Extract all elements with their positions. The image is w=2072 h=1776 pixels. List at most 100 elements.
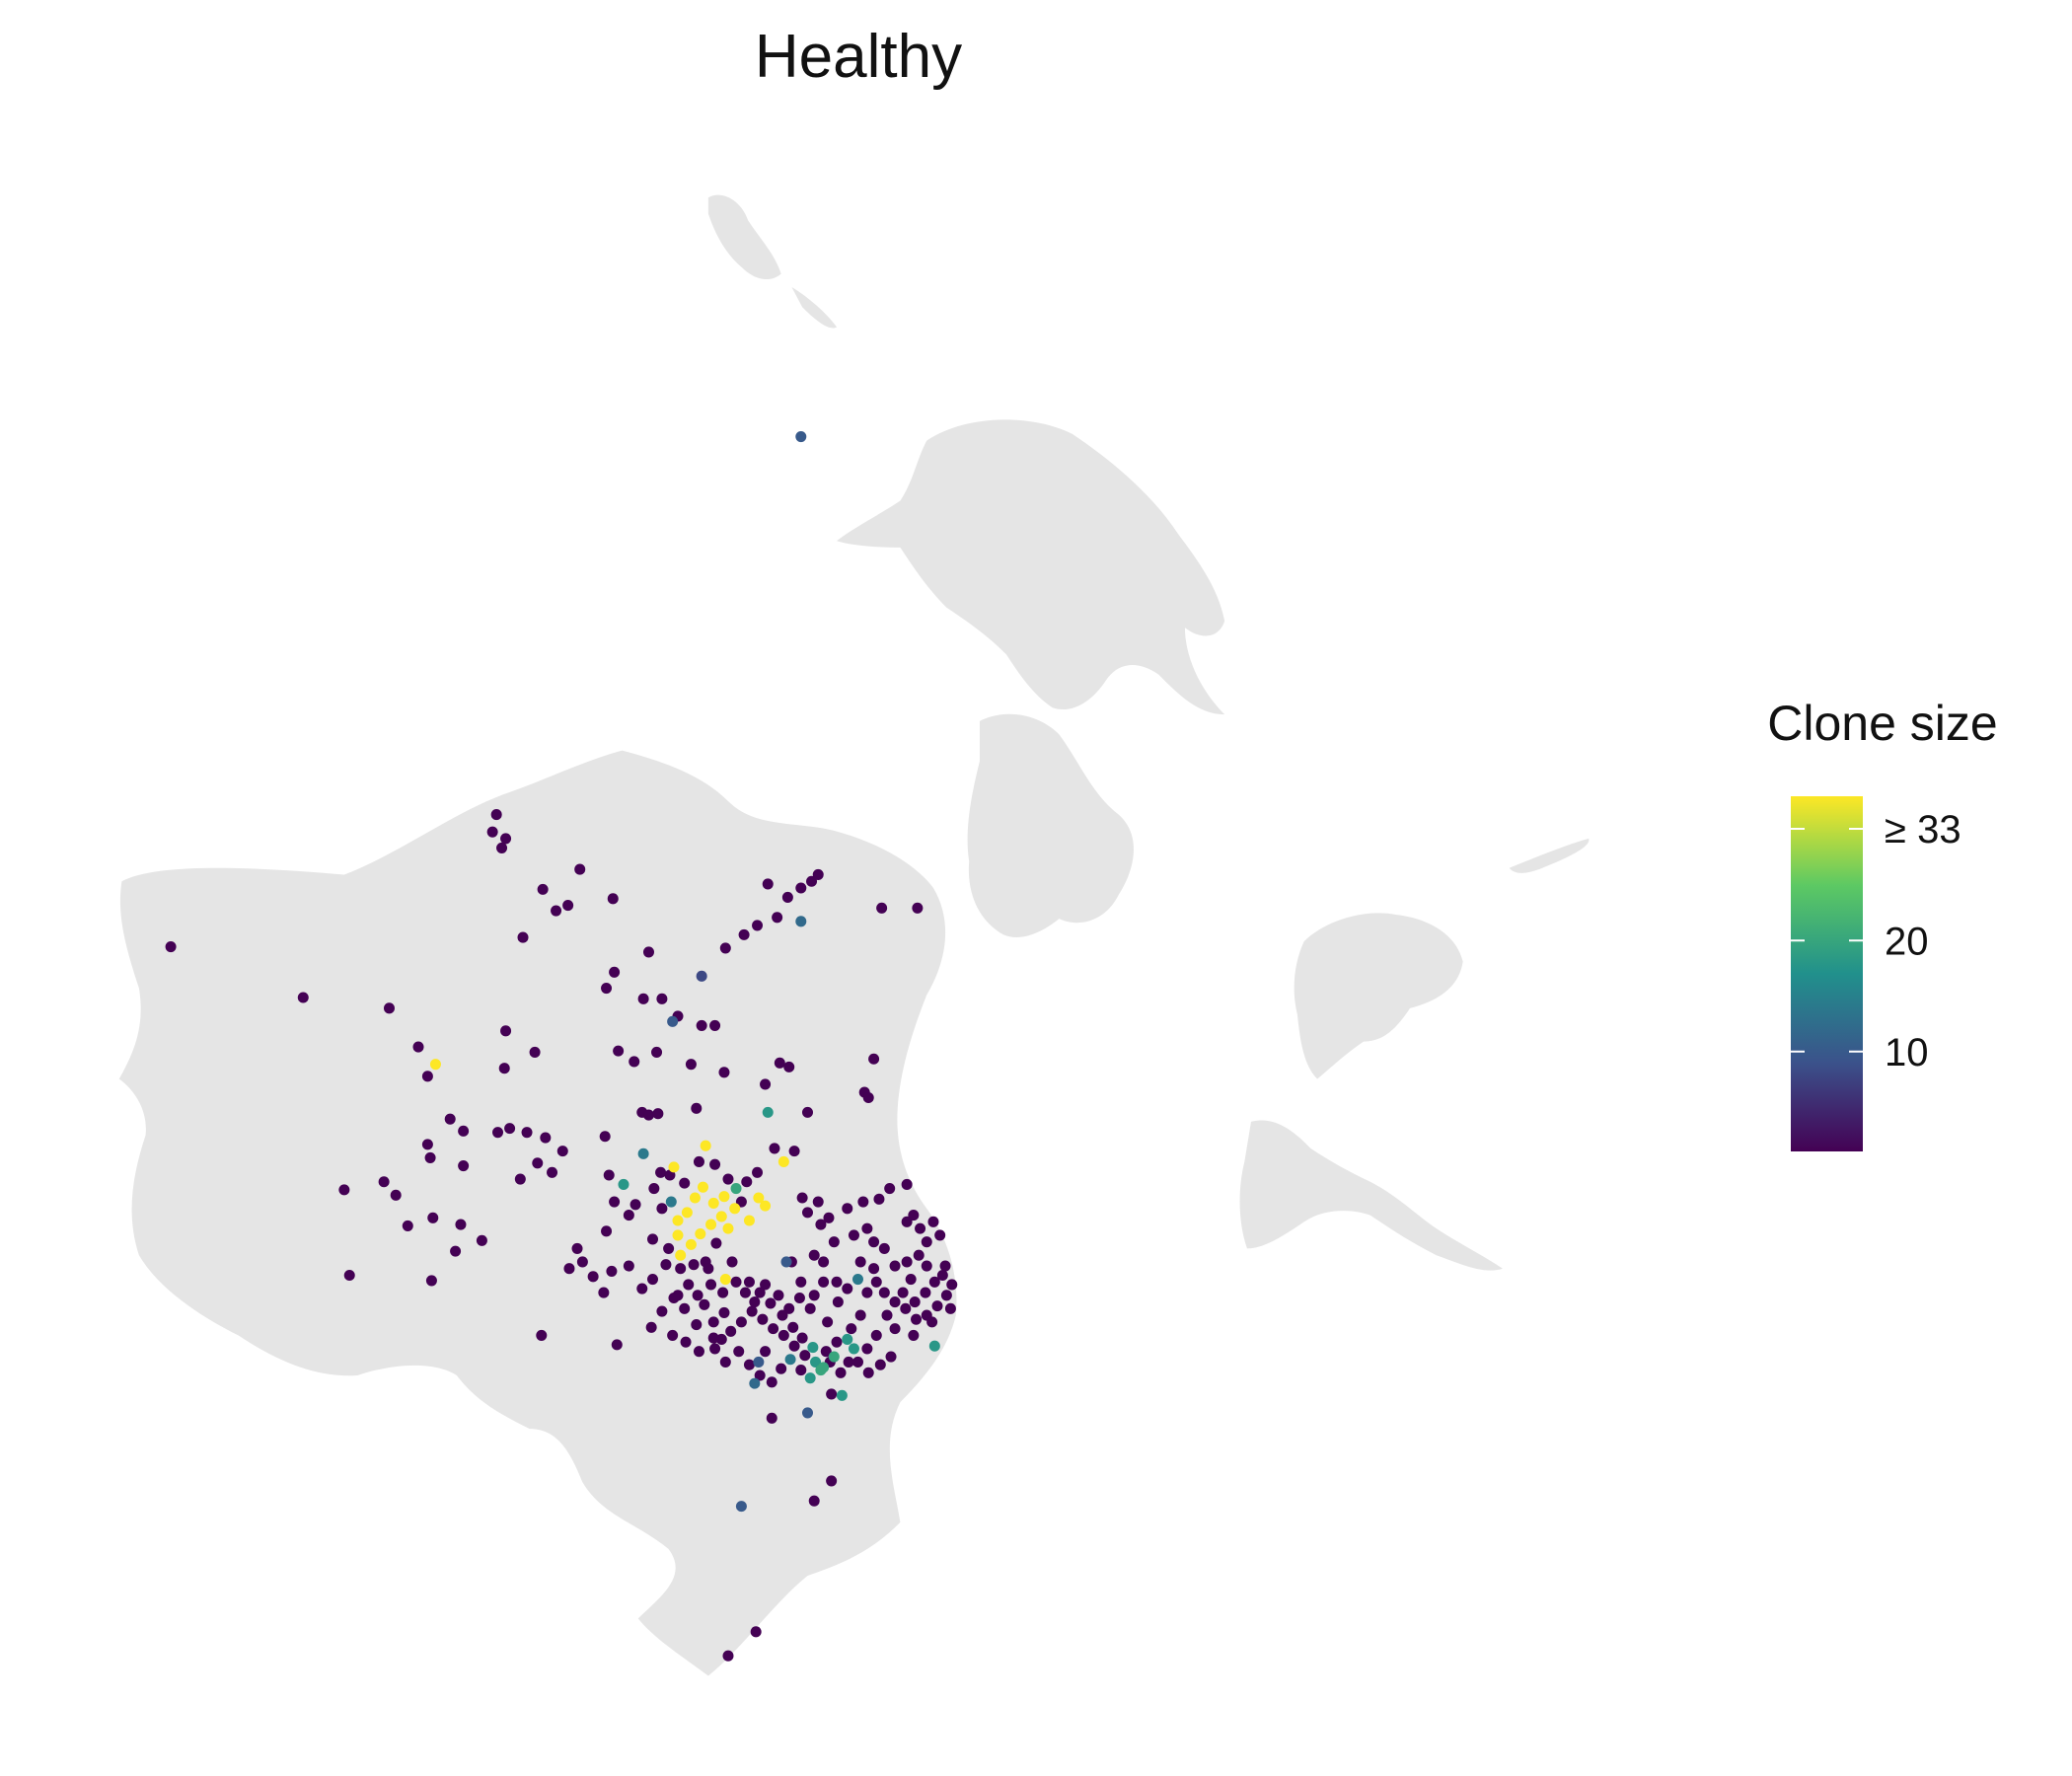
cell-point — [421, 1139, 433, 1150]
cell-point — [848, 1229, 859, 1241]
cell-point — [773, 1290, 784, 1301]
legend-title: Clone size — [1767, 696, 1997, 751]
cell-point — [810, 1356, 822, 1369]
middle-cluster — [967, 713, 1134, 937]
cell-point — [881, 1309, 893, 1321]
cell-point — [812, 1196, 824, 1208]
cell-point — [551, 905, 562, 917]
cell-point — [796, 1332, 808, 1344]
cell-point — [780, 1256, 792, 1268]
cell-point — [675, 1249, 687, 1261]
cell-point — [607, 893, 619, 905]
cell-point — [793, 1292, 805, 1304]
cell-point — [429, 1059, 441, 1071]
cell-point — [717, 1287, 729, 1298]
cell-point — [921, 1236, 932, 1248]
cell-point — [776, 1363, 787, 1374]
cell-point — [857, 1196, 869, 1208]
cell-point — [897, 1287, 909, 1298]
cell-point — [735, 1316, 747, 1328]
cell-point — [768, 1323, 779, 1335]
cell-point — [500, 833, 512, 845]
cell-point — [760, 1078, 772, 1090]
cell-point — [772, 912, 783, 924]
cell-point — [777, 1329, 789, 1341]
cell-point — [876, 902, 888, 914]
cell-point — [574, 863, 586, 875]
cell-point — [787, 1321, 799, 1333]
right-cluster — [1294, 913, 1463, 1079]
cell-point — [297, 992, 309, 1003]
cell-point — [707, 1316, 719, 1328]
highlighted-points — [165, 431, 958, 1662]
cell-point — [804, 1372, 816, 1384]
cell-point — [774, 1057, 785, 1069]
cell-point — [562, 900, 574, 912]
cell-point — [801, 1407, 813, 1419]
cell-point — [944, 1302, 956, 1314]
cell-point — [760, 1346, 772, 1358]
background-cells — [118, 194, 1590, 1676]
cell-point — [901, 1256, 913, 1268]
cell-point — [629, 1199, 641, 1211]
cell-point — [715, 1211, 727, 1222]
cell-point — [854, 1256, 866, 1268]
cell-point — [795, 431, 807, 443]
cell-point — [689, 1192, 701, 1204]
cell-point — [804, 1302, 816, 1314]
cell-point — [769, 1143, 780, 1154]
cell-point — [603, 1169, 615, 1181]
cell-point — [637, 1147, 649, 1159]
cell-point — [861, 1343, 873, 1355]
plot-area — [118, 194, 1590, 1676]
cell-point — [652, 1108, 664, 1120]
cell-point — [795, 1276, 807, 1288]
cell-point — [688, 1259, 700, 1271]
cell-point — [672, 1229, 684, 1241]
cell-point — [884, 1182, 896, 1195]
cell-point — [693, 1346, 704, 1358]
cell-point — [836, 1389, 848, 1401]
cell-point — [846, 1323, 857, 1335]
cell-point — [749, 1377, 761, 1389]
cell-point — [496, 842, 508, 853]
cell-point — [901, 1178, 913, 1191]
cell-point — [647, 1233, 659, 1245]
cell-point — [936, 1269, 948, 1282]
cell-point — [807, 1342, 819, 1354]
cell-point — [540, 1132, 552, 1144]
cell-point — [611, 1339, 623, 1351]
cell-point — [685, 1059, 697, 1071]
cell-point — [862, 1367, 874, 1378]
cell-point — [926, 1316, 938, 1328]
cell-point — [940, 1290, 952, 1301]
cell-point — [818, 1362, 830, 1373]
cell-point — [835, 1367, 847, 1378]
cell-point — [444, 1113, 456, 1125]
cell-point — [390, 1189, 402, 1201]
cell-point — [823, 1212, 835, 1223]
cell-point — [648, 1182, 660, 1195]
cell-point — [878, 1242, 890, 1254]
cell-point — [710, 1237, 722, 1249]
cell-point — [343, 1269, 355, 1282]
cell-point — [709, 1343, 721, 1355]
cell-point — [889, 1296, 901, 1308]
cell-point — [695, 1227, 706, 1240]
cell-point — [828, 1236, 840, 1248]
cell-point — [613, 1045, 625, 1057]
cell-point — [498, 1063, 510, 1074]
cell-point — [378, 1176, 390, 1188]
cell-point — [861, 1287, 873, 1298]
cell-point — [647, 1274, 659, 1286]
cell-point — [812, 868, 824, 881]
cell-point — [623, 1210, 634, 1221]
cell-point — [806, 875, 818, 887]
cell-point — [537, 883, 549, 895]
cell-point — [801, 1106, 813, 1118]
cell-point — [738, 928, 750, 940]
top-stalk-tail — [791, 286, 838, 329]
cell-point — [656, 1305, 668, 1317]
cell-point — [609, 1196, 621, 1208]
cell-point — [753, 1356, 765, 1369]
